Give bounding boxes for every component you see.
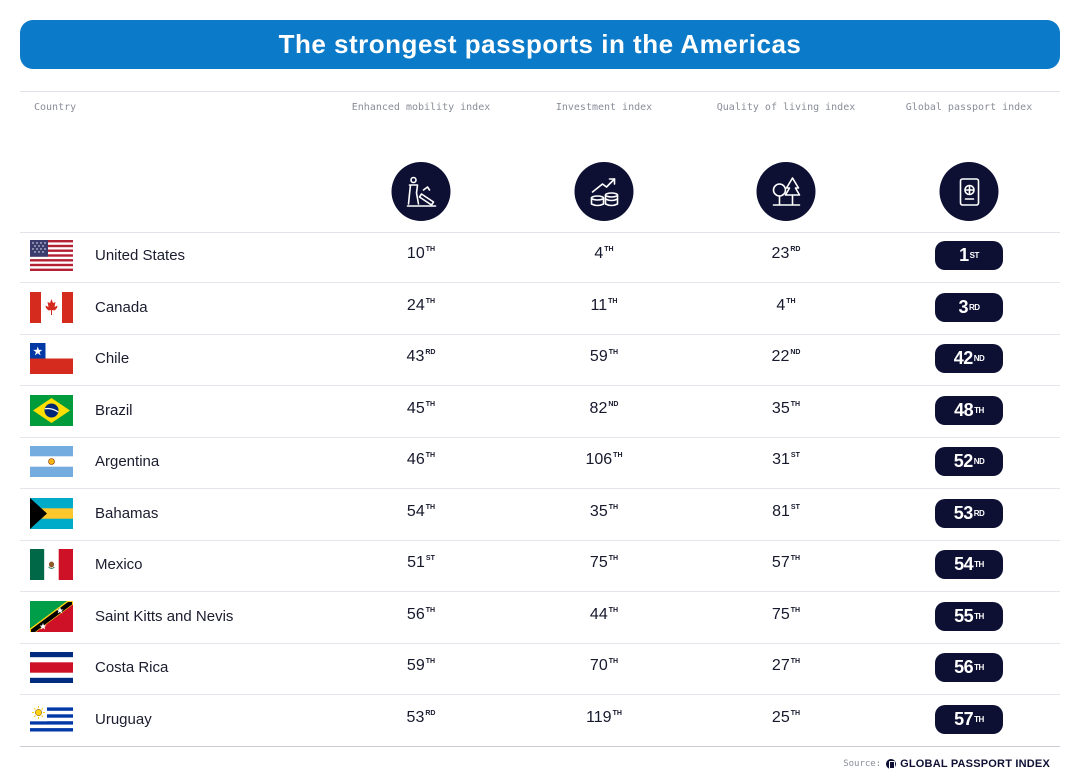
mobility-rank: 45TH	[406, 399, 436, 417]
mobility-rank: 46TH	[406, 451, 436, 468]
saint-kitts-flag-icon	[30, 600, 73, 632]
costa-rica-flag-icon	[30, 652, 73, 683]
mobility-rank: 43RD	[406, 348, 436, 365]
mobility-rank: 10TH	[406, 245, 436, 262]
mobility-rank: 56TH	[406, 605, 436, 623]
global-rank-badge: 53 RD	[935, 498, 1003, 528]
mexico-flag-icon	[30, 549, 73, 580]
row-divider	[20, 591, 1060, 592]
trees-icon	[756, 162, 816, 221]
global-rank-badge: 56 TH	[935, 653, 1003, 682]
table-row: United States 10TH 4TH 23RD 1 ST	[20, 232, 1060, 283]
investment-rank: 4TH	[594, 245, 614, 262]
row-divider	[20, 694, 1060, 695]
table-row: Bahamas 54TH 35TH 81ST 53 RD	[20, 490, 1060, 541]
passport-logo-icon	[886, 759, 897, 769]
traveler-luggage-icon	[391, 162, 451, 221]
country-name: Chile	[95, 350, 130, 367]
header-living: Quality of living index	[716, 102, 856, 113]
investment-rank: 44TH	[589, 605, 619, 623]
header-investment: Investment index	[555, 102, 653, 113]
header-global: Global passport index	[905, 102, 1033, 113]
source-brand: GLOBAL PASSPORT INDEX	[900, 758, 1050, 770]
table-row: Brazil 45TH 82ND 35TH 48 TH	[20, 387, 1060, 438]
investment-rank: 82ND	[589, 399, 619, 417]
us-flag-icon	[30, 240, 73, 271]
global-rank-badge: 52 ND	[935, 447, 1003, 476]
table-row: Costa Rica 59TH 70TH 27TH 56 TH	[20, 644, 1060, 695]
country-name: Brazil	[95, 401, 133, 419]
global-rank-badge: 42 ND	[935, 344, 1003, 373]
row-divider	[20, 385, 1060, 386]
row-divider	[20, 333, 1060, 335]
passport-icon	[939, 162, 999, 221]
investment-rank: 11TH	[590, 296, 618, 314]
row-divider	[20, 642, 1060, 644]
brazil-flag-icon	[30, 394, 73, 426]
mobility-rank: 51ST	[407, 554, 435, 571]
header-top-divider	[20, 91, 1060, 92]
living-rank: 23RD	[771, 245, 801, 262]
source-label: Source:	[843, 759, 882, 769]
page-title: The strongest passports in the Americas	[278, 29, 802, 59]
country-name: Saint Kitts and Nevis	[95, 607, 234, 625]
table-row: Saint Kitts and Nevis 56TH 44TH 75TH 55 T…	[20, 593, 1060, 644]
header-mobility: Enhanced mobility index	[351, 102, 491, 113]
header-bottom-divider	[20, 232, 1060, 233]
source-credit: Source: GLOBAL PASSPORT INDEX	[843, 758, 1050, 770]
living-rank: 81ST	[772, 502, 800, 520]
country-name: Mexico	[95, 556, 143, 573]
canada-flag-icon	[30, 291, 73, 323]
row-divider	[20, 745, 1060, 747]
investment-rank: 59TH	[589, 348, 619, 365]
country-name: Argentina	[95, 453, 160, 470]
living-rank: 57TH	[771, 554, 801, 571]
investment-rank: 119TH	[586, 708, 622, 726]
row-divider	[20, 488, 1060, 489]
living-rank: 22ND	[771, 348, 801, 365]
country-name: United States	[95, 247, 186, 264]
table-row: Uruguay 53RD 119TH 25TH 57 TH	[20, 696, 1060, 747]
global-rank-badge: 57 TH	[935, 704, 1003, 734]
table-row: Chile 43RD 59TH 22ND 42 ND	[20, 335, 1060, 386]
growth-coins-icon	[574, 162, 634, 221]
global-rank-badge: 54 TH	[935, 550, 1003, 579]
living-rank: 75TH	[771, 605, 801, 623]
living-rank: 27TH	[771, 657, 801, 674]
living-rank: 25TH	[771, 708, 801, 726]
investment-rank: 70TH	[589, 657, 619, 674]
global-rank-badge: 48 TH	[935, 395, 1003, 425]
mobility-rank: 24TH	[406, 296, 436, 314]
living-rank: 31ST	[772, 451, 800, 468]
mobility-rank: 59TH	[406, 657, 436, 674]
table-row: Argentina 46TH 106TH 31ST 52 ND	[20, 438, 1060, 489]
country-name: Bahamas	[95, 504, 159, 522]
mobility-rank: 53RD	[406, 708, 436, 726]
living-rank: 4TH	[776, 296, 796, 314]
header-country: Country	[34, 102, 77, 113]
table-row: Mexico 51ST 75TH 57TH 54 TH	[20, 541, 1060, 592]
row-divider	[20, 539, 1060, 541]
row-divider	[20, 282, 1060, 283]
title-banner: The strongest passports in the Americas	[20, 20, 1060, 69]
argentina-flag-icon	[30, 446, 73, 477]
country-name: Costa Rica	[95, 659, 169, 676]
living-rank: 35TH	[771, 399, 801, 417]
uruguay-flag-icon	[30, 703, 73, 735]
global-rank-badge: 3 RD	[935, 292, 1003, 322]
investment-rank: 35TH	[589, 502, 619, 520]
table-row: Canada 24TH 11TH 4TH 3 RD	[20, 284, 1060, 335]
country-name: Uruguay	[95, 710, 152, 728]
country-name: Canada	[95, 298, 148, 316]
chile-flag-icon	[30, 343, 73, 374]
mobility-rank: 54TH	[406, 502, 436, 520]
row-divider	[20, 436, 1060, 438]
investment-rank: 75TH	[589, 554, 619, 571]
investment-rank: 106TH	[585, 451, 623, 468]
global-rank-badge: 55 TH	[935, 601, 1003, 631]
global-rank-badge: 1 ST	[935, 241, 1003, 270]
bahamas-flag-icon	[30, 497, 73, 529]
